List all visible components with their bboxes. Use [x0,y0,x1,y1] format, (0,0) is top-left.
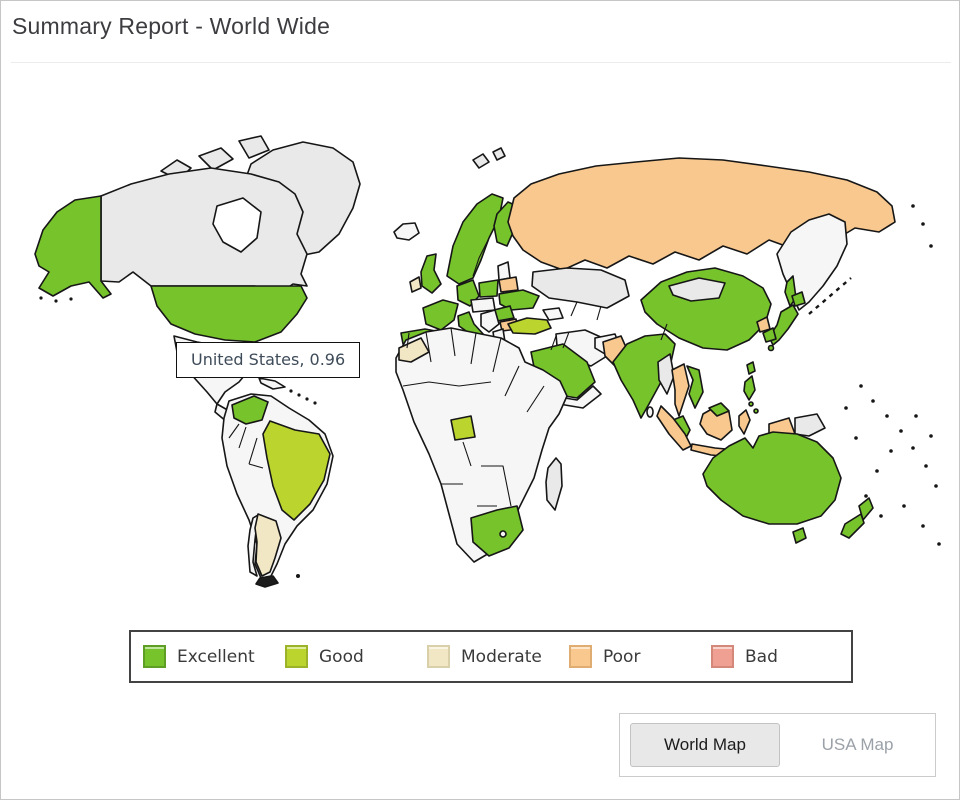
map-country-brazil[interactable] [262,420,331,521]
map-country-south-korea[interactable] [762,327,777,343]
map-country-turkey[interactable] [507,317,552,335]
world-map-svg [34,135,941,588]
map-country-morocco[interactable] [398,337,430,363]
map-country-norway-sweden[interactable] [446,193,504,285]
world-map-button[interactable]: World Map [630,723,780,767]
map-country-vietnam[interactable] [686,365,704,409]
map-country-baltics[interactable] [497,261,511,281]
map-country-cuba[interactable] [258,377,286,390]
world-map: United States, 0.96 [11,86,951,626]
legend-swatch-moderate [427,645,450,668]
map-country-africa-other[interactable] [395,327,568,563]
lesotho-dot [499,530,507,538]
map-toggle-group: World Map USA Map [619,713,936,777]
map-country-caucasus[interactable] [542,307,564,321]
legend-label: Excellent [177,646,255,667]
internal-borders [228,237,668,507]
map-country-kazakhstan[interactable] [531,267,630,309]
legend-label: Poor [603,646,641,667]
map-country-france[interactable] [422,299,459,331]
map-country-south-africa[interactable] [470,505,524,557]
map-country-madagascar[interactable] [545,457,563,511]
title-divider [11,62,951,63]
map-country-sumatra[interactable] [656,405,692,451]
legend-item-bad: Bad [699,645,841,668]
legend-label: Good [319,646,364,667]
map-country-czech-hungary[interactable] [470,297,496,313]
legend-item-moderate: Moderate [415,645,557,668]
map-country-taiwan[interactable] [746,361,756,375]
map-country-iceland[interactable] [393,222,420,241]
legend-label: Bad [745,646,778,667]
map-country-colombia[interactable] [231,395,269,425]
map-country-philippines[interactable] [743,375,759,414]
map-country-myanmar[interactable] [657,353,675,395]
map-country-new-zealand[interactable] [840,497,874,539]
map-country-mongolia[interactable] [668,277,726,302]
map-country-sri-lanka[interactable] [646,406,654,418]
usa-map-button[interactable]: USA Map [821,735,894,754]
map-country-papua-new-guinea[interactable] [794,413,826,437]
map-tooltip: United States, 0.96 [176,342,361,378]
map-country-usa[interactable] [150,285,308,343]
island-specks [39,204,941,578]
legend-label: Moderate [461,646,542,667]
map-country-tierra-del-fuego[interactable] [255,575,279,588]
map-country-ukraine[interactable] [498,289,540,311]
hudson-bay [212,197,262,253]
map-country-sulawesi[interactable] [738,409,751,435]
map-country-ireland[interactable] [409,276,422,293]
map-country-thailand[interactable] [671,363,690,417]
map-country-tasmania[interactable] [792,527,807,544]
map-country-svalbard[interactable] [472,147,506,169]
map-country-uk[interactable] [420,253,442,294]
legend-item-good: Good [273,645,415,668]
map-country-borneo-malaysia[interactable] [708,402,730,417]
map-country-australia[interactable] [702,431,842,525]
page-title: Summary Report - World Wide [12,13,331,39]
legend-swatch-good [285,645,308,668]
map-country-balkans[interactable] [480,309,500,333]
map-country-japan[interactable] [767,291,806,352]
legend-swatch-poor [569,645,592,668]
legend-swatch-bad [711,645,734,668]
map-country-belarus[interactable] [498,276,519,293]
kuril-islands [808,277,852,315]
legend-item-excellent: Excellent [131,645,273,668]
map-country-poland[interactable] [478,279,499,298]
map-country-argentina[interactable] [254,513,282,577]
map-legend: Excellent Good Moderate Poor Bad [129,630,853,683]
legend-item-poor: Poor [557,645,699,668]
legend-swatch-excellent [143,645,166,668]
map-country-nigeria[interactable] [450,415,476,441]
map-country-alaska[interactable] [34,195,112,299]
